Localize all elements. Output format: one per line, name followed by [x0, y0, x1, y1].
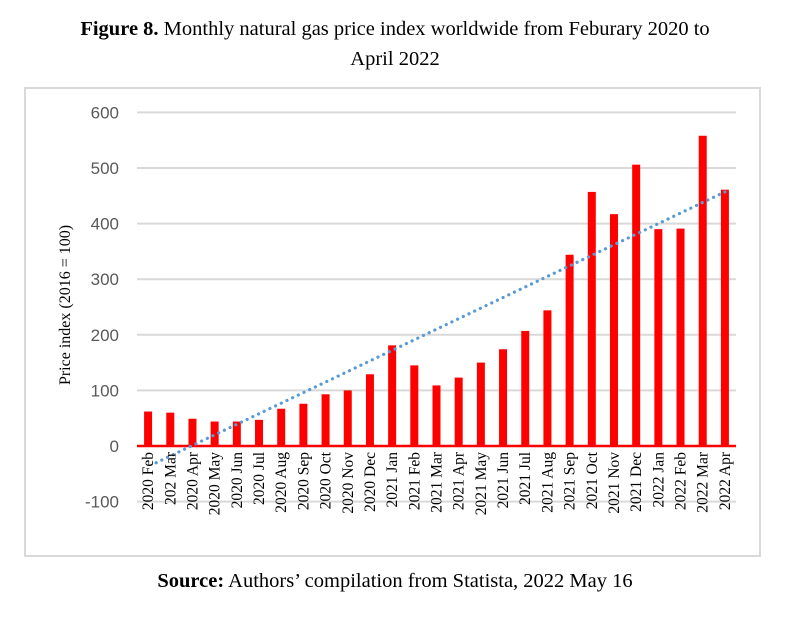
trendline — [154, 190, 727, 465]
y-axis-label: Price index (2016 = 100) — [57, 225, 74, 385]
y-tick-label: 200 — [91, 326, 119, 345]
figure-title-text: Monthly natural gas price index worldwid… — [163, 18, 710, 40]
x-tick-label: 2020 Feb — [140, 452, 157, 510]
bar — [676, 228, 685, 446]
bar — [343, 390, 352, 446]
bar — [388, 345, 397, 446]
bar — [565, 254, 574, 446]
source-note: Source: Authors’ compilation from Statis… — [0, 570, 790, 593]
x-tick-label: 2020 Sep — [295, 452, 312, 510]
bar — [210, 421, 219, 446]
x-tick-label: 2020 May — [207, 452, 224, 516]
x-tick-label: 2021 Feb — [406, 452, 423, 510]
bar — [698, 135, 707, 446]
x-tick-label: 2022 Feb — [673, 452, 690, 510]
y-axis-ticks: -100 0 100 200 300 400 500 600 — [85, 103, 119, 511]
bar — [166, 412, 175, 446]
bar — [454, 377, 463, 446]
y-tick-label: 400 — [91, 215, 119, 234]
bar — [476, 362, 485, 446]
y-tick-label: 0 — [110, 437, 119, 456]
x-tick-label: 2020 Oct — [318, 451, 335, 509]
bar — [432, 385, 441, 446]
x-tick-label: 2022 Apr — [717, 451, 734, 510]
x-tick-label: 2020 Jun — [229, 452, 246, 509]
y-tick-label: -100 — [85, 493, 119, 512]
source-label: Source: — [157, 570, 225, 592]
bar — [609, 214, 618, 446]
y-tick-label: 500 — [91, 159, 119, 178]
bar — [499, 349, 508, 446]
x-tick-label: 2021 Aug — [539, 452, 556, 513]
x-tick-label: 2021 Oct — [584, 451, 601, 509]
bar — [144, 411, 153, 446]
x-tick-label: 2020 Dec — [362, 452, 379, 512]
x-tick-label: 202 Mar — [162, 451, 179, 505]
figure-label: Figure 8. — [80, 18, 159, 40]
y-tick-label: 300 — [91, 270, 119, 289]
bar — [587, 191, 596, 446]
bars — [144, 135, 729, 446]
y-tick-label: 100 — [91, 381, 119, 400]
bar — [521, 330, 530, 446]
x-tick-label: 2021 May — [473, 452, 490, 516]
bar — [654, 229, 663, 446]
bar — [410, 365, 419, 446]
x-tick-label: 2021 Nov — [606, 452, 623, 514]
x-tick-label: 2021 Jan — [384, 452, 401, 508]
bar — [299, 403, 308, 446]
figure-title-line-2: April 2022 — [350, 48, 440, 70]
figure-title-line-1: Figure 8. Monthly natural gas price inde… — [0, 14, 790, 44]
trendline-path — [154, 190, 727, 465]
bar — [277, 408, 286, 446]
bar — [232, 421, 241, 446]
x-tick-label: 2021 Apr — [451, 451, 468, 510]
x-tick-label: 2020 Jul — [251, 452, 268, 505]
bar — [632, 164, 641, 446]
figure-title: Figure 8. Monthly natural gas price inde… — [0, 14, 790, 74]
bar — [188, 418, 197, 446]
x-tick-label: 2022 Mar — [695, 451, 712, 513]
bar — [720, 189, 729, 446]
x-tick-label: 2020 Aug — [273, 452, 290, 513]
x-tick-label: 2021 Jun — [495, 452, 512, 509]
bar — [321, 394, 330, 446]
x-tick-label: 2020 Apr — [184, 451, 201, 510]
x-tick-label: 2022 Jan — [650, 452, 667, 508]
bar — [543, 310, 552, 446]
x-axis-ticks: 2020 Feb 202 Mar 2020 Apr 2020 May 2020 Jun 2… — [140, 451, 734, 515]
x-tick-label: 2021 Dec — [628, 452, 645, 512]
x-tick-label: 2021 Jul — [517, 452, 534, 505]
x-tick-label: 2021 Mar — [429, 451, 446, 513]
source-text: Authors’ compilation from Statista, 2022… — [228, 570, 633, 592]
y-tick-label: 600 — [91, 103, 119, 122]
x-tick-label: 2020 Nov — [340, 452, 357, 514]
bar — [365, 374, 374, 446]
x-tick-label: 2021 Sep — [562, 452, 579, 510]
bar — [255, 419, 264, 446]
